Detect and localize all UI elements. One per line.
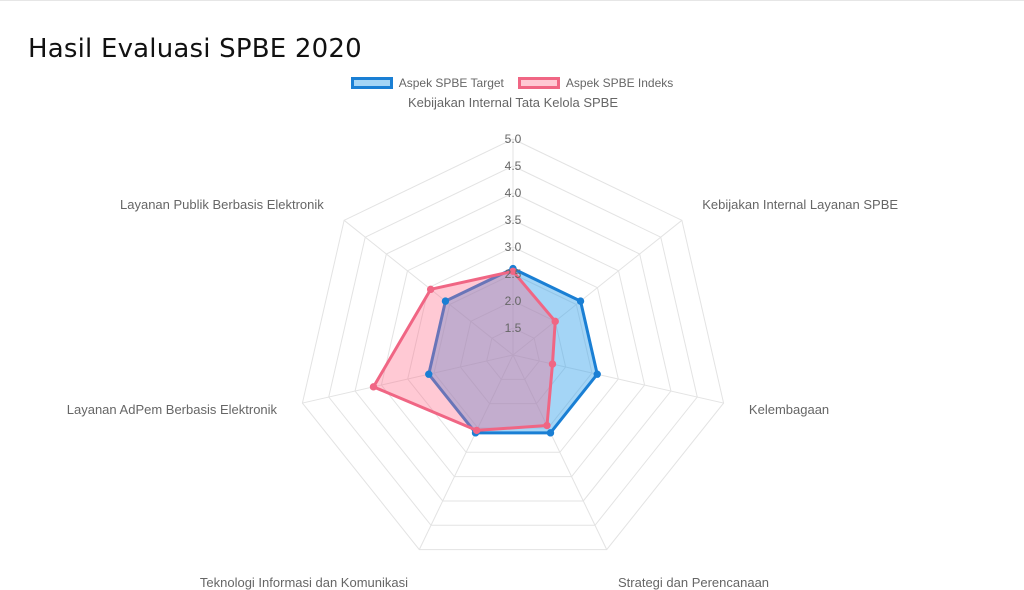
grid-ring-3	[407, 246, 619, 453]
legend-item-target[interactable]: Aspek SPBE Target	[350, 76, 504, 90]
legend-swatch-indeks	[517, 77, 560, 89]
grid-ring-1	[459, 300, 567, 405]
series-1-point-6[interactable]	[426, 285, 435, 294]
series-1-point-5[interactable]	[369, 383, 378, 391]
legend-label-indeks: Aspek SPBE Indeks	[565, 76, 674, 90]
angle-line-1	[512, 219, 683, 356]
axis-label-4: Teknologi Informasi dan Komunikasi	[200, 575, 408, 590]
series-1-point-0[interactable]	[509, 267, 517, 275]
tick-label-3: 3.0	[505, 240, 522, 254]
tick-label-5: 4.0	[505, 186, 522, 200]
series-0-point-1[interactable]	[576, 297, 585, 305]
angle-line-4	[418, 354, 514, 550]
axis-label-2: Kelembagaan	[749, 402, 829, 417]
tick-label-7: 5.0	[505, 132, 522, 146]
top-divider	[0, 0, 1024, 1]
series-0-point-6[interactable]	[441, 297, 450, 305]
legend-item-indeks[interactable]: Aspek SPBE Indeks	[517, 76, 674, 90]
grid-ring-4	[380, 219, 646, 478]
tick-label-6: 4.5	[505, 159, 522, 173]
series-0-point-2[interactable]	[593, 370, 601, 378]
tick-label-1: 2.0	[505, 294, 522, 308]
axis-label-6: Layanan Publik Berbasis Elektronik	[120, 197, 324, 212]
angle-line-2	[512, 354, 724, 404]
series-area-0	[427, 267, 599, 435]
series-1-point-1[interactable]	[551, 317, 559, 326]
series-area-1	[371, 269, 557, 432]
series-1-point-2[interactable]	[548, 360, 557, 368]
axis-label-1: Kebijakan Internal Layanan SPBE	[702, 197, 898, 212]
angle-line-3	[512, 354, 608, 550]
series-1-point-3[interactable]	[543, 421, 551, 430]
grid-ring-5	[354, 192, 672, 502]
tick-label-4: 3.5	[505, 213, 522, 227]
series-1-point-4[interactable]	[472, 426, 481, 435]
axis-label-3: Strategi dan Perencanaan	[618, 575, 769, 590]
grid-ring-0	[486, 327, 540, 380]
axis-label-5: Layanan AdPem Berbasis Elektronik	[67, 402, 278, 417]
tick-label-2: 2.5	[505, 267, 522, 281]
angle-line-5	[302, 354, 514, 404]
grid-ring-7	[301, 138, 725, 551]
axis-label-0: Kebijakan Internal Tata Kelola SPBE	[408, 95, 618, 110]
series-0-point-3[interactable]	[546, 429, 555, 437]
legend-label-target: Aspek SPBE Target	[398, 76, 504, 90]
series-0-point-5[interactable]	[425, 370, 433, 378]
legend-swatch-target	[350, 77, 393, 89]
grid-ring-6	[328, 165, 698, 526]
page-title: Hasil Evaluasi SPBE 2020	[28, 34, 362, 64]
tick-label-0: 1.5	[505, 321, 522, 335]
chart-legend: Aspek SPBE Target Aspek SPBE Indeks	[0, 76, 1024, 90]
